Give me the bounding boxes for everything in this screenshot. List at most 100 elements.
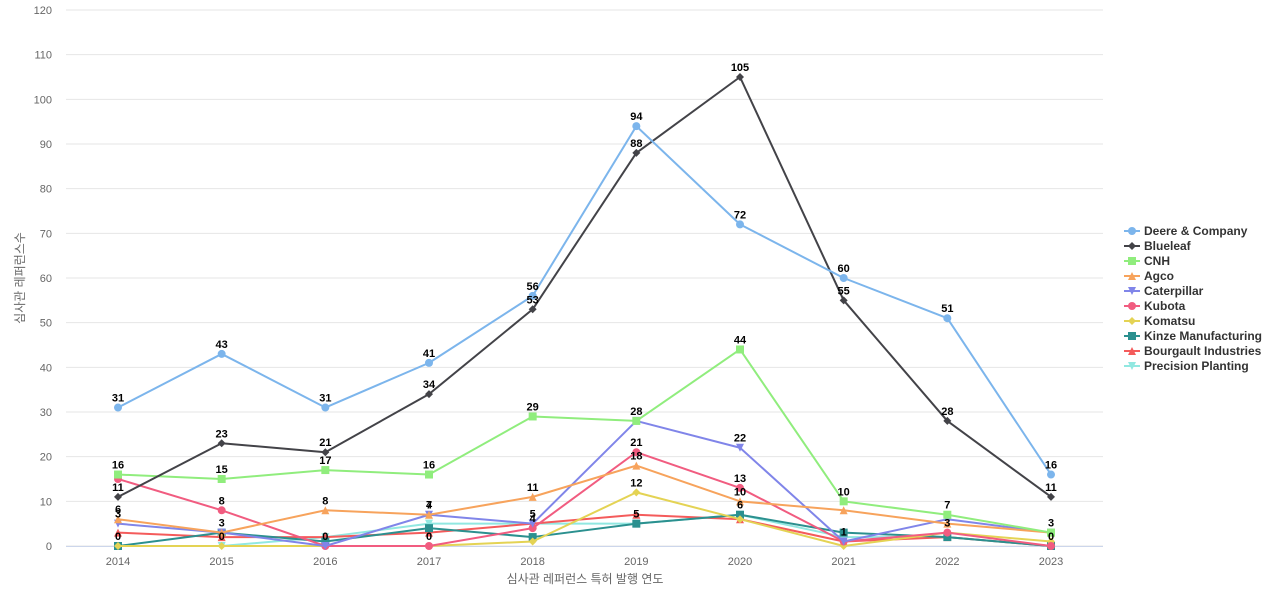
data-point-blueleaf[interactable] — [839, 296, 848, 305]
data-point-caterpillar[interactable] — [736, 443, 744, 452]
legend-marker[interactable] — [1128, 362, 1136, 370]
data-point-deere-and-company[interactable] — [217, 349, 226, 358]
legend[interactable]: Deere & CompanyBlueleafCNHAgcoCaterpilla… — [1124, 224, 1262, 373]
data-point-komatsu[interactable] — [632, 488, 641, 497]
data-point-kubota[interactable] — [632, 448, 641, 457]
data-point-cnh[interactable] — [528, 412, 537, 421]
data-point-cnh[interactable] — [839, 497, 848, 506]
data-point-kubota[interactable] — [528, 524, 537, 533]
data-point-kubota[interactable] — [1047, 542, 1055, 550]
legend-marker[interactable] — [1128, 347, 1136, 355]
data-point-agco[interactable] — [839, 506, 848, 515]
data-point-blueleaf[interactable] — [114, 492, 122, 501]
data-point-kinze-manufacturing[interactable] — [528, 533, 537, 542]
data-point-blueleaf[interactable] — [736, 73, 744, 81]
data-point-agco[interactable] — [321, 506, 330, 515]
data-label-caterpillar: 4 — [426, 500, 433, 512]
data-point-deere-and-company[interactable] — [425, 358, 433, 367]
data-point-kubota[interactable] — [943, 528, 952, 537]
data-point-deere-and-company[interactable] — [736, 220, 744, 229]
data-point-deere-and-company[interactable] — [943, 314, 952, 323]
data-point-blueleaf[interactable] — [632, 148, 641, 157]
y-tick-label: 0 — [46, 541, 52, 553]
data-point-blueleaf[interactable] — [943, 416, 952, 425]
data-point-blueleaf[interactable] — [528, 305, 537, 314]
legend-item-kubota[interactable]: Kubota — [1124, 299, 1186, 313]
data-point-komatsu[interactable] — [528, 537, 537, 546]
legend-marker[interactable] — [1128, 272, 1136, 280]
legend-item-caterpillar[interactable]: Caterpillar — [1124, 284, 1204, 298]
legend-marker[interactable] — [1128, 317, 1136, 325]
data-point-cnh[interactable] — [736, 345, 744, 354]
data-point-precision-planting[interactable] — [425, 519, 433, 528]
series-line-komatsu — [118, 491, 1052, 547]
legend-label: Deere & Company — [1144, 224, 1248, 238]
legend-item-agco[interactable]: Agco — [1124, 269, 1174, 283]
data-point-cnh[interactable] — [1047, 528, 1055, 537]
legend-item-komatsu[interactable]: Komatsu — [1124, 314, 1195, 328]
data-point-blueleaf[interactable] — [321, 448, 330, 457]
data-point-cnh[interactable] — [425, 470, 433, 479]
legend-item-bourgault-industries[interactable]: Bourgault Industries — [1124, 344, 1262, 358]
data-point-caterpillar[interactable] — [528, 519, 537, 528]
data-point-kinze-manufacturing[interactable] — [321, 537, 330, 546]
legend-marker[interactable] — [1128, 332, 1136, 340]
data-point-kubota[interactable] — [425, 542, 433, 550]
data-point-kubota[interactable] — [217, 506, 226, 515]
data-label-cnh: 28 — [630, 406, 642, 418]
data-point-deere-and-company[interactable] — [321, 403, 330, 412]
legend-marker[interactable] — [1128, 227, 1136, 235]
data-point-deere-and-company[interactable] — [114, 403, 122, 412]
legend-item-deere-and-company[interactable]: Deere & Company — [1124, 224, 1248, 238]
data-point-cnh[interactable] — [632, 416, 641, 425]
data-point-kinze-manufacturing[interactable] — [839, 528, 848, 537]
data-label-cnh: 17 — [319, 455, 331, 467]
data-point-kinze-manufacturing[interactable] — [632, 519, 641, 528]
data-point-bourgault-industries[interactable] — [114, 528, 122, 537]
data-point-blueleaf[interactable] — [217, 439, 226, 448]
legend-item-cnh[interactable]: CNH — [1124, 254, 1170, 268]
data-point-deere-and-company[interactable] — [632, 122, 641, 131]
data-point-bourgault-industries[interactable] — [217, 533, 226, 542]
legend-item-blueleaf[interactable]: Blueleaf — [1124, 239, 1192, 253]
data-point-agco[interactable] — [528, 492, 537, 501]
data-point-agco[interactable] — [943, 519, 952, 528]
data-point-cnh[interactable] — [321, 466, 330, 475]
legend-marker[interactable] — [1128, 257, 1136, 265]
data-point-caterpillar[interactable] — [321, 542, 330, 550]
data-point-deere-and-company[interactable] — [528, 291, 537, 300]
x-tick-label: 2014 — [106, 556, 130, 568]
data-point-komatsu[interactable] — [114, 542, 122, 550]
legend-marker[interactable] — [1128, 287, 1136, 295]
data-point-agco[interactable] — [736, 497, 744, 506]
legend-label: Blueleaf — [1144, 239, 1192, 253]
data-point-kubota[interactable] — [736, 483, 744, 492]
data-point-agco[interactable] — [425, 510, 433, 519]
data-label-deere-and-company: 16 — [1045, 460, 1057, 472]
data-point-agco[interactable] — [632, 461, 641, 470]
data-point-agco[interactable] — [217, 528, 226, 537]
data-point-deere-and-company[interactable] — [839, 274, 848, 282]
legend-item-precision-planting[interactable]: Precision Planting — [1124, 359, 1249, 373]
data-point-caterpillar[interactable] — [839, 537, 848, 546]
legend-item-kinze-manufacturing[interactable]: Kinze Manufacturing — [1124, 329, 1262, 343]
data-point-bourgault-industries[interactable] — [632, 510, 641, 519]
data-point-cnh[interactable] — [217, 475, 226, 483]
data-point-blueleaf[interactable] — [1047, 492, 1055, 501]
data-point-kinze-manufacturing[interactable] — [943, 533, 952, 542]
legend-label: Agco — [1144, 269, 1174, 283]
gridlines — [66, 9, 1103, 547]
data-point-bourgault-industries[interactable] — [425, 528, 433, 537]
data-point-komatsu[interactable] — [736, 515, 744, 524]
data-point-agco[interactable] — [114, 515, 122, 524]
data-point-blueleaf[interactable] — [425, 390, 433, 399]
data-point-cnh[interactable] — [114, 470, 122, 479]
data-point-cnh[interactable] — [943, 510, 952, 519]
data-point-komatsu[interactable] — [217, 542, 226, 550]
data-point-kinze-manufacturing[interactable] — [425, 524, 433, 533]
legend-marker[interactable] — [1128, 302, 1136, 310]
data-point-kinze-manufacturing[interactable] — [736, 510, 744, 519]
legend-marker[interactable] — [1128, 242, 1136, 250]
data-point-deere-and-company[interactable] — [1047, 470, 1055, 479]
